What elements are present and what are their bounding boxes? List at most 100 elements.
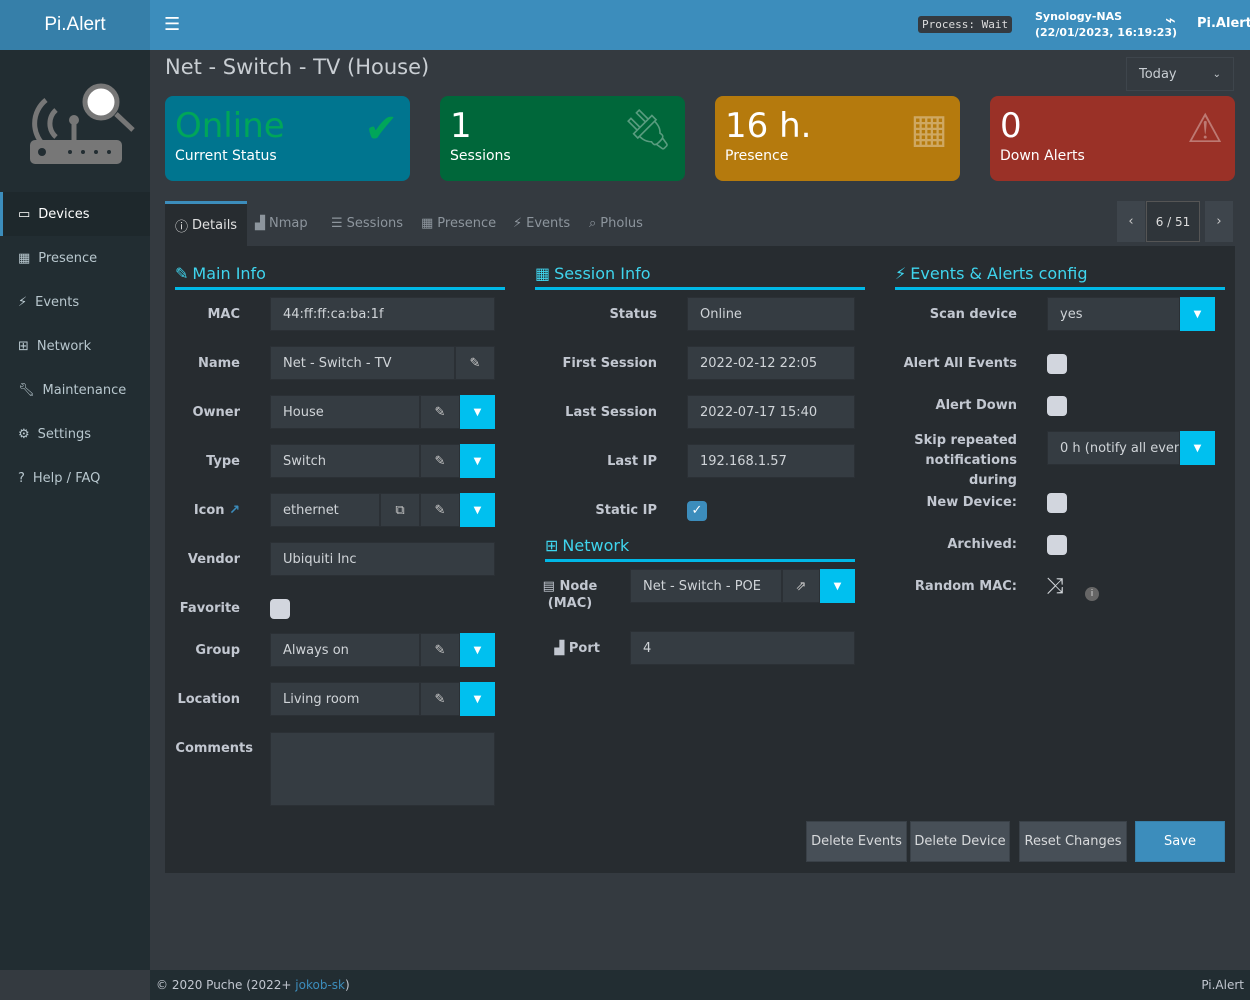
- comments-textarea[interactable]: [270, 732, 495, 806]
- copy-icon[interactable]: ⧉: [380, 493, 420, 527]
- search-icon: ⌕: [589, 216, 597, 231]
- tab-label: Events: [526, 216, 571, 231]
- open-node-icon[interactable]: ⇗: [782, 569, 820, 603]
- nav-label: Help / FAQ: [32, 470, 101, 486]
- edit-type-pencil-icon[interactable]: ✎: [420, 444, 460, 478]
- infobox-down-alerts[interactable]: 0 Down Alerts ⚠: [990, 96, 1235, 181]
- icon-dropdown-button[interactable]: ▼: [460, 493, 495, 527]
- delete-events-button[interactable]: Delete Events: [806, 821, 907, 862]
- external-link-icon[interactable]: ↗: [229, 503, 240, 518]
- owner-field[interactable]: House: [270, 395, 420, 429]
- tab-presence[interactable]: ▦ Presence: [421, 201, 496, 246]
- sidebar-item-help[interactable]: ? Help / FAQ: [0, 456, 150, 500]
- plug-icon: 🔌︎: [622, 107, 673, 153]
- period-select[interactable]: Today ⌄: [1126, 57, 1234, 91]
- prev-device-button[interactable]: ‹: [1117, 201, 1145, 242]
- mac-field[interactable]: 44:ff:ff:ca:ba:1f: [270, 297, 495, 331]
- name-label: Name: [197, 356, 240, 371]
- skip-repeated-label: Skip repeated notifications during: [914, 433, 1017, 488]
- group-dropdown-button[interactable]: ▼: [460, 633, 495, 667]
- status-label: Status: [609, 307, 657, 322]
- app-logo[interactable]: Pi.Alert: [0, 0, 150, 50]
- check-icon: ✔: [364, 106, 398, 152]
- last-session-field: 2022-07-17 15:40: [687, 395, 855, 429]
- infobox-sessions[interactable]: 1 Sessions 🔌︎: [440, 96, 685, 181]
- calendar-icon: ▦: [910, 106, 948, 152]
- icon-field[interactable]: ethernet: [270, 493, 380, 527]
- reset-changes-button[interactable]: Reset Changes: [1019, 821, 1127, 862]
- gear-icon: ⚙: [18, 426, 30, 442]
- status-label: Current Status: [175, 148, 277, 164]
- edit-owner-pencil-icon[interactable]: ✎: [420, 395, 460, 429]
- status-field: Online: [687, 297, 855, 331]
- skip-repeated-field[interactable]: 0 h (notify all events): [1047, 431, 1180, 465]
- scan-device-dropdown-button[interactable]: ▼: [1180, 297, 1215, 331]
- logo-text: Pi.Alert: [44, 14, 106, 35]
- sidebar-item-maintenance[interactable]: 🔧︎ Maintenance: [0, 368, 150, 412]
- tab-events[interactable]: ⚡ Events: [513, 201, 570, 246]
- sidebar-item-devices[interactable]: ▭ Devices: [0, 192, 150, 236]
- bolt-icon: ⚡: [513, 216, 523, 231]
- last-ip-label: Last IP: [607, 454, 657, 469]
- copyright-close: ): [344, 978, 350, 992]
- save-button[interactable]: Save: [1135, 821, 1225, 862]
- sidebar: ▭ Devices ▦ Presence ⚡ Events ⊞ Network 🔧︎ Ma…: [0, 50, 150, 970]
- delete-device-button[interactable]: Delete Device: [910, 821, 1010, 862]
- edit-name-pencil-icon[interactable]: ✎: [455, 346, 495, 380]
- alert-all-checkbox[interactable]: [1047, 354, 1067, 374]
- favorite-checkbox[interactable]: [270, 599, 290, 619]
- down-alerts-value: 0: [1000, 106, 1022, 146]
- location-dropdown-button[interactable]: ▼: [460, 682, 495, 716]
- new-device-checkbox[interactable]: [1047, 493, 1067, 513]
- scan-device-field[interactable]: yes: [1047, 297, 1180, 331]
- section-title: Main Info: [192, 264, 266, 283]
- vendor-field[interactable]: Ubiquiti Inc: [270, 542, 495, 576]
- hamburger-menu-icon[interactable]: ☰: [164, 14, 181, 35]
- nav-label: Devices: [38, 206, 90, 222]
- owner-dropdown-button[interactable]: ▼: [460, 395, 495, 429]
- calendar-icon: ▦: [18, 250, 31, 266]
- port-field[interactable]: 4: [630, 631, 855, 665]
- author-link[interactable]: jokob-sk: [295, 978, 345, 992]
- info-icon[interactable]: i: [1085, 587, 1099, 601]
- tab-sessions[interactable]: ☰ Sessions: [331, 201, 403, 246]
- section-title: Session Info: [554, 264, 651, 283]
- warning-icon: ⚠: [1187, 106, 1223, 152]
- static-ip-checkbox[interactable]: ✓: [687, 501, 707, 521]
- sidebar-item-network[interactable]: ⊞ Network: [0, 324, 150, 368]
- edit-location-pencil-icon[interactable]: ✎: [420, 682, 460, 716]
- node-label: ▤ Node (MAC): [540, 578, 600, 612]
- period-value: Today: [1139, 66, 1177, 82]
- process-status: Process: Wait: [918, 16, 1013, 33]
- node-field[interactable]: Net - Switch - POE: [630, 569, 782, 603]
- user-menu[interactable]: Pi.Alert: [1197, 16, 1250, 31]
- static-ip-label: Static IP: [595, 503, 657, 518]
- archived-checkbox[interactable]: [1047, 535, 1067, 555]
- tab-details[interactable]: ⓘ Details: [165, 201, 248, 246]
- calendar-icon: ▦: [535, 264, 551, 283]
- tab-pholus[interactable]: ⌕ Pholus: [589, 201, 643, 246]
- group-field[interactable]: Always on: [270, 633, 420, 667]
- first-session-label: First Session: [562, 356, 657, 371]
- name-field[interactable]: Net - Switch - TV: [270, 346, 455, 380]
- infobox-status[interactable]: Online Current Status ✔: [165, 96, 410, 181]
- sidebar-item-events[interactable]: ⚡ Events: [0, 280, 150, 324]
- location-field[interactable]: Living room: [270, 682, 420, 716]
- infobox-presence[interactable]: 16 h. Presence ▦: [715, 96, 960, 181]
- sidebar-item-presence[interactable]: ▦ Presence: [0, 236, 150, 280]
- type-dropdown-button[interactable]: ▼: [460, 444, 495, 478]
- skip-repeated-dropdown-button[interactable]: ▼: [1180, 431, 1215, 465]
- edit-group-pencil-icon[interactable]: ✎: [420, 633, 460, 667]
- edit-icon-pencil-icon[interactable]: ✎: [420, 493, 460, 527]
- nav-label: Presence: [38, 250, 98, 266]
- sidebar-item-settings[interactable]: ⚙ Settings: [0, 412, 150, 456]
- ethernet-icon: ▟: [255, 216, 265, 231]
- next-device-button[interactable]: ›: [1205, 201, 1233, 242]
- type-field[interactable]: Switch: [270, 444, 420, 478]
- group-label: Group: [195, 643, 240, 658]
- tab-nmap[interactable]: ▟ Nmap: [255, 201, 308, 246]
- node-dropdown-button[interactable]: ▼: [820, 569, 855, 603]
- alert-down-checkbox[interactable]: [1047, 396, 1067, 416]
- icon-label: Icon ↗: [170, 502, 240, 519]
- bolt-icon: ⚡: [18, 294, 28, 310]
